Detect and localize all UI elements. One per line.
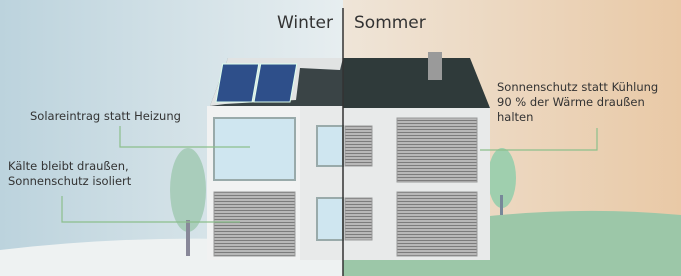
window	[214, 118, 295, 180]
solar-panel	[254, 64, 297, 102]
shutter	[345, 198, 372, 240]
tree	[170, 148, 206, 232]
annotation-line: 90 % der Wärme draußen	[497, 95, 645, 109]
label-winter: Winter	[277, 13, 333, 33]
shutter	[345, 126, 372, 166]
annotation-line: Sonnenschutz isoliert	[8, 174, 132, 188]
tree-trunk	[186, 220, 190, 256]
annotation-line: Sonnenschutz statt Kühlung	[497, 80, 658, 94]
window	[317, 126, 343, 166]
chimney	[428, 52, 442, 80]
shutter	[214, 192, 295, 256]
label-summer: Sommer	[354, 13, 426, 33]
shutter	[397, 118, 477, 182]
window	[317, 198, 343, 240]
roof-summer	[343, 58, 490, 108]
annotation-line: Solareintrag statt Heizung	[30, 109, 181, 123]
solar-panel	[216, 64, 259, 102]
tree-trunk	[500, 195, 503, 215]
annotation-line: Kälte bleibt draußen,	[8, 159, 129, 173]
shutter	[397, 192, 477, 256]
annotation-line: halten	[497, 110, 533, 124]
illustration: Winter Sommer Solareintrag statt Heizung…	[0, 0, 681, 276]
